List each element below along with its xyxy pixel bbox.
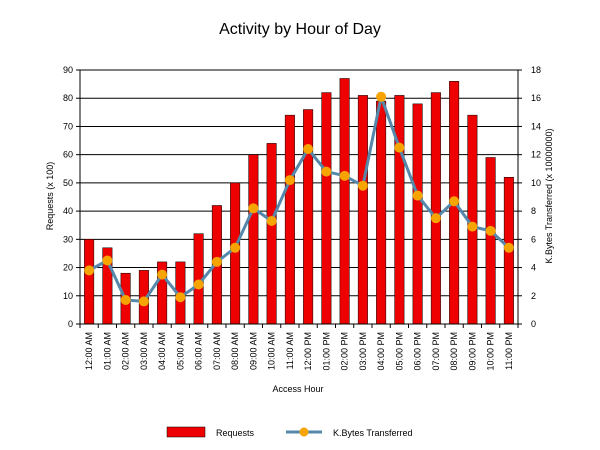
bar (84, 239, 95, 325)
bar (357, 95, 368, 325)
line-point (193, 279, 204, 290)
x-tick-label: 04:00 PM (376, 332, 386, 371)
x-tick-label: 07:00 PM (431, 332, 441, 371)
x-tick-label: 05:00 PM (394, 332, 404, 371)
legend-kbytes-label: K.Bytes Transferred (333, 428, 413, 438)
left-axis-ticks: 0 10 20 30 40 50 60 70 80 90 (63, 65, 80, 329)
line-point (175, 292, 186, 303)
y-tick-label: 70 (63, 121, 73, 131)
x-tick-label: 01:00 AM (102, 332, 112, 370)
chart-title: Activity by Hour of Day (219, 21, 381, 38)
bar (412, 103, 423, 325)
line-path (88, 95, 510, 303)
x-tick-label: 07:00 AM (212, 332, 222, 370)
y-tick-label: 60 (63, 150, 73, 160)
y2-tick-label: 16 (531, 93, 541, 103)
right-axis-ticks: 0 2 4 6 8 10 12 14 16 18 (518, 65, 541, 329)
y2-tick-label: 0 (531, 319, 536, 329)
y2-tick-label: 2 (531, 291, 536, 301)
y2-tick-label: 8 (531, 206, 536, 216)
x-tick-label: 09:00 PM (467, 332, 477, 371)
x-tick-label: 12:00 AM (84, 332, 94, 370)
x-tick-label: 12:00 PM (303, 332, 313, 371)
line-series (84, 91, 514, 307)
bar (430, 92, 441, 325)
x-tick-label: 11:00 AM (285, 332, 295, 369)
line-point (339, 170, 350, 181)
legend-kbytes-marker (299, 427, 309, 437)
x-tick-label: 02:00 PM (340, 332, 350, 371)
y-tick-label: 40 (63, 206, 73, 216)
line-point (449, 196, 460, 207)
line-point (230, 242, 241, 253)
x-tick-label: 04:00 AM (157, 332, 167, 370)
y2-tick-label: 6 (531, 234, 536, 244)
y2-tick-label: 12 (531, 150, 541, 160)
legend-requests-label: Requests (216, 428, 255, 438)
line-point (303, 144, 314, 155)
y-axis-label: Requests (x 100) (45, 162, 55, 231)
x-tick-label: 01:00 PM (321, 332, 331, 371)
line-point (412, 190, 423, 201)
line-point (394, 142, 405, 153)
y-tick-label: 20 (63, 263, 73, 273)
line-point (485, 225, 496, 236)
x-tick-label: 10:00 AM (267, 332, 277, 370)
y2-tick-label: 4 (531, 263, 536, 273)
y-tick-label: 10 (63, 291, 73, 301)
line-point (248, 203, 259, 214)
x-tick-label: 10:00 PM (486, 332, 496, 371)
bar (230, 182, 241, 325)
x-tick-label: 11:00 PM (504, 332, 514, 370)
y2-tick-label: 18 (531, 65, 541, 75)
line-point (266, 215, 277, 226)
x-tick-label: 08:00 AM (230, 332, 240, 370)
line-point (503, 242, 514, 253)
line-point (102, 255, 113, 266)
y2-tick-label: 14 (531, 121, 541, 131)
bar (376, 100, 387, 325)
line-point (157, 269, 168, 280)
x-tick-label: 06:00 PM (413, 332, 423, 371)
x-axis-label: Access Hour (272, 384, 323, 394)
line-point (138, 296, 149, 307)
line-point (467, 221, 478, 232)
bar (485, 157, 496, 325)
line-point (376, 91, 387, 102)
bar (266, 143, 277, 325)
x-tick-label: 03:00 AM (139, 332, 149, 370)
line-point (430, 213, 441, 224)
bar (284, 114, 295, 325)
line-point (284, 175, 295, 186)
line-point (357, 180, 368, 191)
legend: Requests K.Bytes Transferred (166, 426, 413, 438)
y2-axis-label: K.Bytes Transferred (x 10000000) (544, 128, 554, 263)
x-tick-label: 06:00 AM (194, 332, 204, 370)
bar (339, 78, 350, 325)
y-tick-label: 30 (63, 234, 73, 244)
bar (248, 154, 259, 325)
y-tick-label: 0 (68, 319, 73, 329)
x-tick-label: 09:00 AM (248, 332, 258, 370)
x-tick-label: 03:00 PM (358, 332, 368, 371)
line-point (120, 295, 131, 306)
x-tick-label: 08:00 PM (449, 332, 459, 371)
line-point (211, 256, 222, 267)
y2-tick-label: 10 (531, 178, 541, 188)
bar (303, 109, 314, 325)
y-tick-label: 80 (63, 93, 73, 103)
legend-requests-swatch (166, 426, 206, 438)
line-point (321, 166, 332, 177)
gridlines (80, 69, 518, 297)
bar (394, 95, 405, 325)
x-tick-label: 02:00 AM (121, 332, 131, 370)
bar (321, 92, 332, 325)
y-tick-label: 90 (63, 65, 73, 75)
y-tick-label: 50 (63, 178, 73, 188)
x-axis-ticks: 12:00 AM 01:00 AM 02:00 AM 03:00 AM 04:00 AM… (79, 324, 519, 371)
x-tick-label: 05:00 AM (175, 332, 185, 370)
line-point (84, 265, 95, 276)
